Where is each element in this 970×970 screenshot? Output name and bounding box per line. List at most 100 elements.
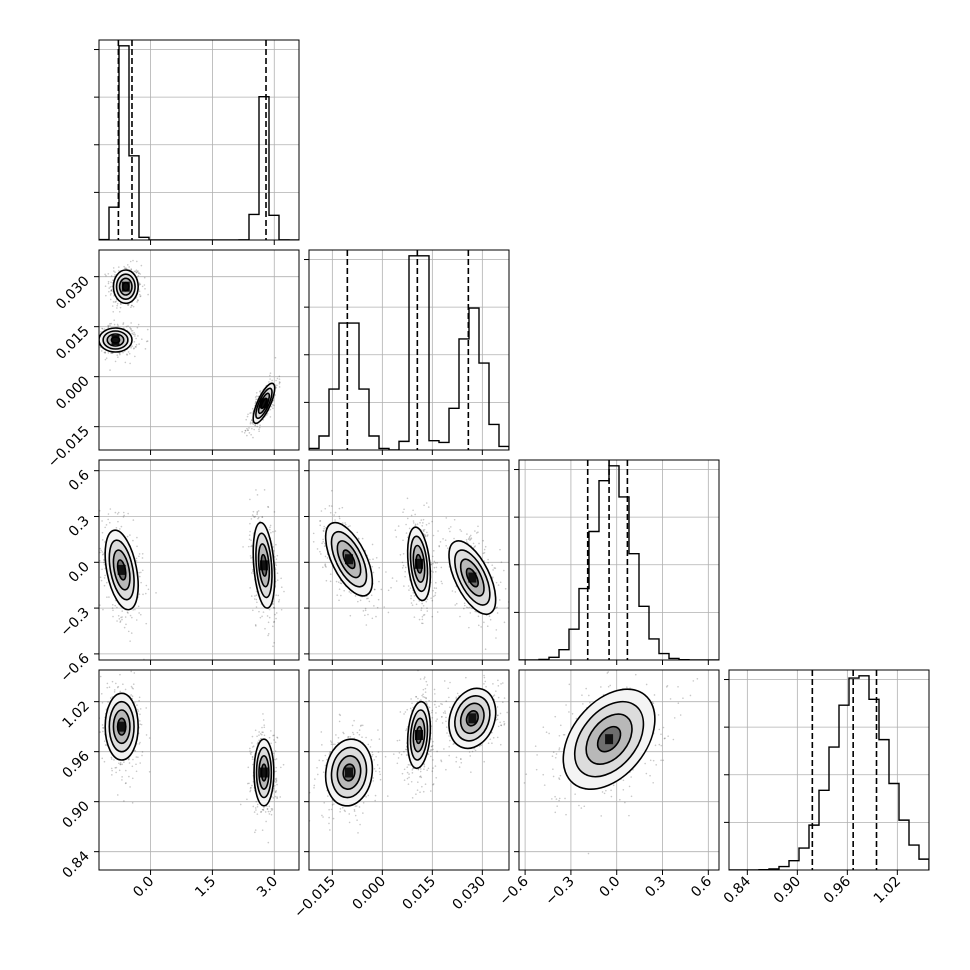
- sample-point: [246, 415, 249, 418]
- sample-point: [474, 545, 477, 547]
- sample-point: [275, 379, 277, 382]
- sample-point: [431, 745, 433, 748]
- sample-point: [256, 735, 258, 738]
- sample-point: [423, 696, 426, 699]
- sample-point: [358, 806, 361, 808]
- sample-point: [256, 813, 259, 815]
- sample-point: [390, 586, 392, 589]
- sample-point: [334, 743, 336, 746]
- sample-point: [117, 615, 120, 617]
- sample-point: [245, 418, 247, 421]
- sample-point: [406, 708, 408, 711]
- sample-point: [103, 558, 105, 561]
- sample-point: [432, 589, 434, 592]
- sample-point: [328, 822, 330, 825]
- sample-point: [278, 600, 280, 603]
- sample-point: [276, 554, 279, 557]
- sample-point: [484, 545, 487, 548]
- sample-point: [495, 581, 498, 584]
- sample-point: [248, 782, 250, 785]
- sample-point: [126, 353, 128, 356]
- sample-point: [372, 571, 375, 574]
- density-fill: [104, 692, 275, 807]
- contour-line: [406, 526, 432, 602]
- sample-point: [448, 735, 450, 737]
- sample-point: [110, 767, 113, 770]
- sample-point: [270, 813, 273, 816]
- sample-point: [433, 587, 436, 589]
- sample-point: [419, 521, 421, 524]
- sample-point: [263, 724, 266, 726]
- sample-point: [431, 709, 434, 712]
- sample-point: [350, 592, 352, 594]
- sample-point: [499, 581, 502, 584]
- sample-point: [398, 752, 401, 754]
- sample-point: [277, 594, 280, 597]
- sample-point: [110, 352, 112, 355]
- sample-point: [492, 695, 495, 697]
- sample-point: [449, 530, 451, 533]
- sample-point: [278, 375, 281, 378]
- sample-point: [141, 285, 144, 288]
- sample-point: [500, 561, 503, 563]
- sample-point: [401, 561, 404, 564]
- sample-point: [425, 523, 428, 526]
- sample-point: [414, 524, 417, 527]
- sample-point: [110, 281, 112, 284]
- sample-point: [117, 356, 119, 358]
- sample-point: [503, 722, 506, 725]
- sample-point: [275, 766, 278, 769]
- sample-point: [138, 571, 140, 574]
- sample-point: [483, 548, 486, 551]
- sample-point: [374, 794, 377, 797]
- contour-line: [112, 269, 139, 305]
- sample-point: [437, 530, 439, 532]
- sample-point: [135, 337, 137, 340]
- sample-point: [269, 416, 272, 418]
- sample-point: [146, 328, 149, 331]
- sample-point: [453, 537, 455, 540]
- sample-point: [404, 575, 406, 578]
- sample-point: [439, 541, 442, 543]
- sample-point: [422, 693, 424, 696]
- sample-point: [338, 588, 341, 590]
- sample-point: [468, 751, 471, 753]
- contour-line: [255, 746, 273, 799]
- sample-point: [130, 328, 132, 331]
- sample-point: [364, 614, 366, 617]
- sample-point: [435, 587, 438, 589]
- sample-point: [271, 808, 274, 810]
- sample-point: [128, 775, 130, 778]
- sample-point: [396, 762, 399, 765]
- contour-line: [108, 700, 135, 753]
- sample-point: [465, 539, 468, 541]
- sample-point: [117, 520, 119, 523]
- sample-point: [101, 539, 104, 541]
- sample-point: [101, 568, 103, 571]
- sample-point: [324, 563, 327, 565]
- sample-point: [357, 832, 359, 834]
- sample-point: [466, 533, 468, 535]
- sample-point: [272, 603, 274, 606]
- sample-point: [330, 743, 333, 746]
- sample-point: [354, 805, 357, 807]
- sample-point: [107, 518, 109, 521]
- sample-point: [133, 270, 136, 273]
- contour-line: [121, 281, 130, 292]
- sample-point: [426, 684, 429, 686]
- sample-point: [474, 610, 477, 613]
- sample-point: [262, 731, 264, 734]
- sample-point: [105, 294, 107, 297]
- sample-point: [341, 522, 344, 524]
- sample-point: [400, 753, 403, 756]
- sample-point: [270, 807, 273, 810]
- sample-point: [269, 810, 272, 813]
- sample-point: [483, 551, 486, 554]
- sample-point: [138, 696, 141, 699]
- contour-line: [116, 559, 127, 581]
- sample-point: [256, 512, 259, 514]
- sample-point: [430, 597, 432, 599]
- sample-point: [455, 756, 458, 759]
- sample-point: [251, 407, 254, 410]
- sample-point: [499, 548, 501, 551]
